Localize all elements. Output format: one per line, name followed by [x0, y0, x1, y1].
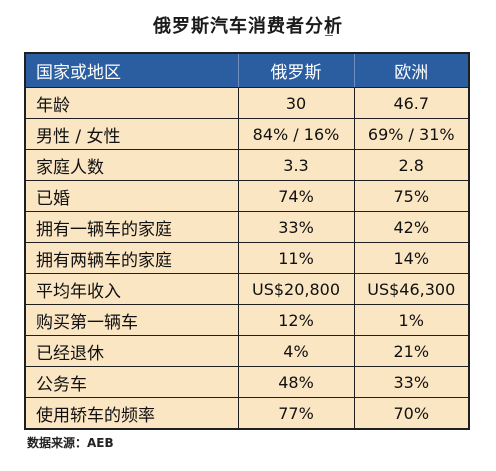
table-row: 购买第一辆车 12% 1%	[26, 304, 468, 336]
russia-value: 33%	[238, 211, 355, 243]
row-label: 男性 / 女性	[26, 118, 239, 150]
russia-value: 74%	[238, 180, 355, 212]
europe-value: 1%	[354, 304, 468, 336]
europe-value: 21%	[354, 335, 468, 367]
row-label: 已婚	[26, 180, 239, 212]
row-label: 拥有两辆车的家庭	[26, 242, 239, 274]
comparison-table: 国家或地区 俄罗斯 欧洲 年龄 30 46.7 男性 / 女性 84% / 16% 69%…	[24, 52, 470, 430]
row-label: 已经退休	[26, 335, 239, 367]
table-row: 使用轿车的频率 77% 70%	[26, 397, 468, 428]
europe-value: US$46,300	[354, 273, 468, 305]
row-label: 家庭人数	[26, 149, 239, 181]
title-underline-mark	[325, 35, 333, 36]
row-label: 平均年收入	[26, 273, 239, 305]
russia-value: 11%	[238, 242, 355, 274]
europe-value: 75%	[354, 180, 468, 212]
table-row: 已婚 74% 75%	[26, 180, 468, 212]
table-row: 男性 / 女性 84% / 16% 69% / 31%	[26, 118, 468, 150]
row-label: 年龄	[26, 87, 239, 119]
table-row: 年龄 30 46.7	[26, 87, 468, 119]
russia-value: 48%	[238, 366, 355, 398]
row-label: 拥有一辆车的家庭	[26, 211, 239, 243]
russia-value: US$20,800	[238, 273, 355, 305]
russia-value: 12%	[238, 304, 355, 336]
europe-value: 2.8	[354, 149, 468, 181]
russia-value: 84% / 16%	[238, 118, 355, 150]
russia-value: 4%	[238, 335, 355, 367]
header-russia: 俄罗斯	[238, 54, 355, 88]
russia-value: 3.3	[238, 149, 355, 181]
page-title: 俄罗斯汽车消费者分析	[153, 16, 343, 37]
header-region: 国家或地区	[26, 54, 239, 88]
row-label: 公务车	[26, 366, 239, 398]
table-row: 已经退休 4% 21%	[26, 335, 468, 367]
europe-value: 33%	[354, 366, 468, 398]
russia-value: 77%	[238, 397, 355, 428]
data-source-note: 数据来源：AEB	[27, 436, 114, 450]
europe-value: 69% / 31%	[354, 118, 468, 150]
table-row: 家庭人数 3.3 2.8	[26, 149, 468, 181]
row-label: 购买第一辆车	[26, 304, 239, 336]
table-body: 年龄 30 46.7 男性 / 女性 84% / 16% 69% / 31% 家庭人数 3.3…	[26, 87, 468, 428]
russia-value: 30	[238, 87, 355, 119]
europe-value: 42%	[354, 211, 468, 243]
europe-value: 46.7	[354, 87, 468, 119]
europe-value: 14%	[354, 242, 468, 274]
europe-value: 70%	[354, 397, 468, 428]
header-europe: 欧洲	[354, 54, 468, 88]
table-row: 拥有两辆车的家庭 11% 14%	[26, 242, 468, 274]
table-header-row: 国家或地区 俄罗斯 欧洲	[26, 54, 468, 88]
table-row: 平均年收入 US$20,800 US$46,300	[26, 273, 468, 305]
table-row: 拥有一辆车的家庭 33% 42%	[26, 211, 468, 243]
row-label: 使用轿车的频率	[26, 397, 239, 428]
table-row: 公务车 48% 33%	[26, 366, 468, 398]
